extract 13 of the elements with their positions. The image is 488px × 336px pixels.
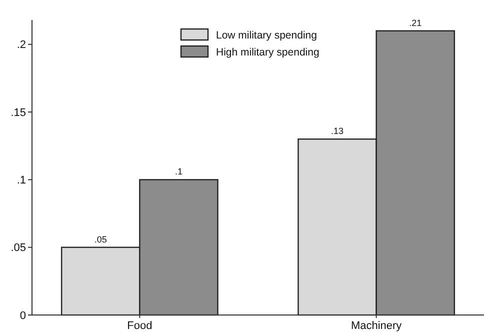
y-tick-label: .2 (16, 39, 26, 52)
data-label: .1 (174, 166, 182, 177)
y-tick-label: .15 (10, 106, 26, 119)
legend-label: High military spending (216, 46, 320, 59)
x-tick-label: Food (127, 320, 152, 332)
x-tick-label: Machinery (350, 320, 402, 332)
y-tick-label: 0 (20, 310, 26, 322)
data-label: .21 (409, 18, 422, 28)
data-label: .13 (331, 126, 344, 136)
legend-label: Low military spending (216, 30, 318, 42)
y-tick-label: .05 (10, 242, 26, 254)
y-tick-label: .1 (16, 174, 26, 187)
data-label: .05 (94, 234, 107, 244)
